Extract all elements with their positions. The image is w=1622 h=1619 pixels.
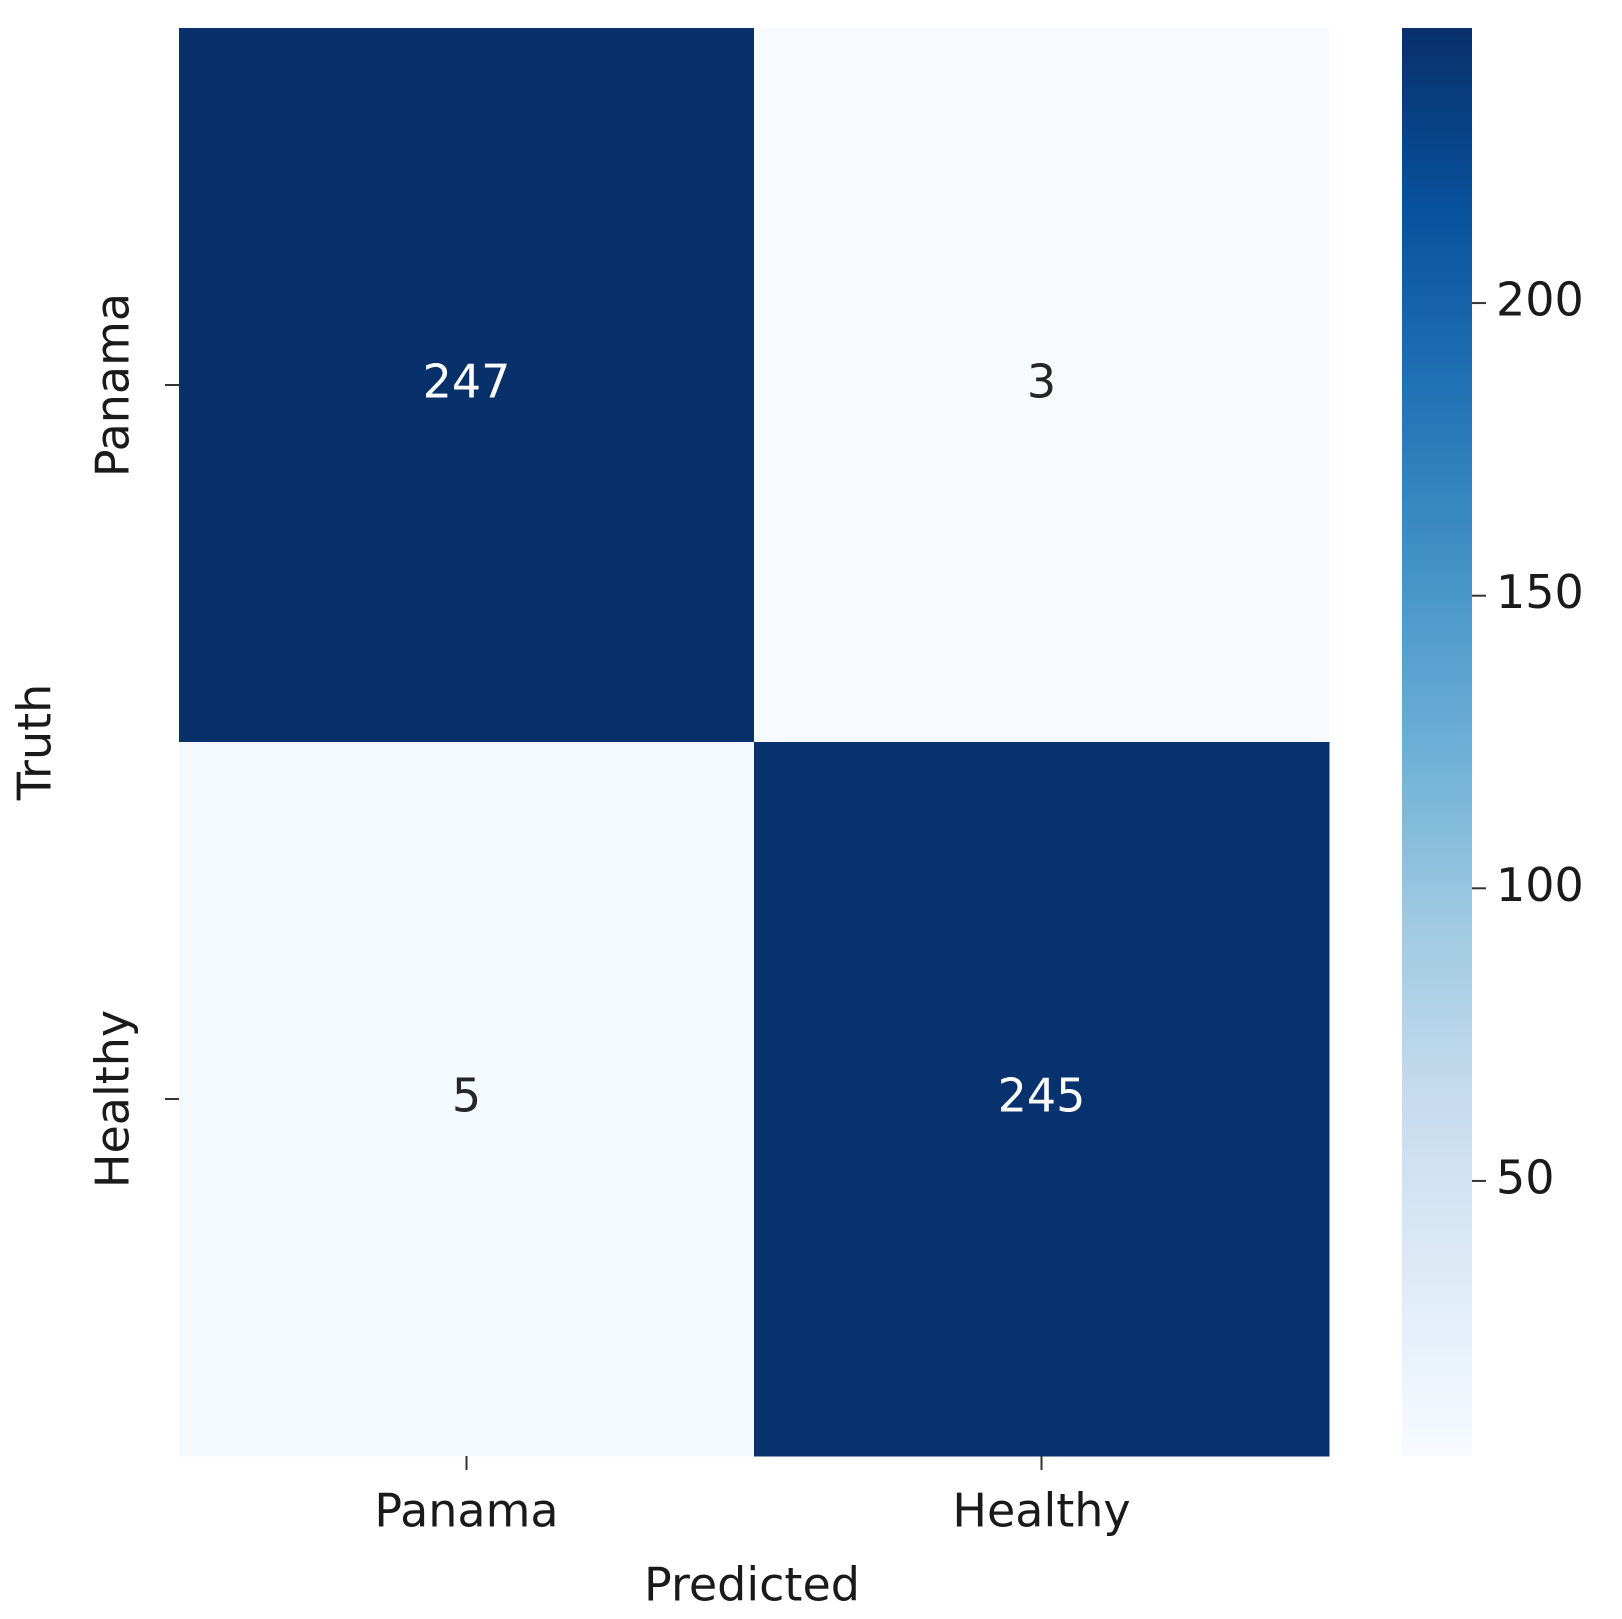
x-axis-label: Predicted: [644, 1558, 860, 1612]
cell-label: 247: [423, 355, 511, 409]
cell-label: 5: [452, 1069, 481, 1123]
x-tick-label: Panama: [374, 1484, 558, 1538]
y-axis-label: Truth: [8, 684, 62, 802]
heatmap-cell: [754, 742, 1330, 1457]
heatmap-cell: [179, 742, 755, 1457]
y-tick-label: Healthy: [86, 1010, 140, 1188]
cell-label: 3: [1027, 355, 1056, 409]
colorbar-tick-label: 50: [1496, 1150, 1555, 1204]
colorbar-tick-label: 100: [1496, 858, 1584, 912]
colorbar: [1402, 28, 1472, 1456]
colorbar-tick-label: 200: [1496, 273, 1584, 327]
x-tick-label: Healthy: [952, 1484, 1130, 1538]
cell-label: 245: [998, 1069, 1086, 1123]
heatmap-cell: [179, 28, 755, 743]
heatmap-cell: [754, 28, 1330, 743]
y-tick-label: Panama: [86, 293, 140, 477]
colorbar-tick-label: 150: [1496, 565, 1584, 619]
